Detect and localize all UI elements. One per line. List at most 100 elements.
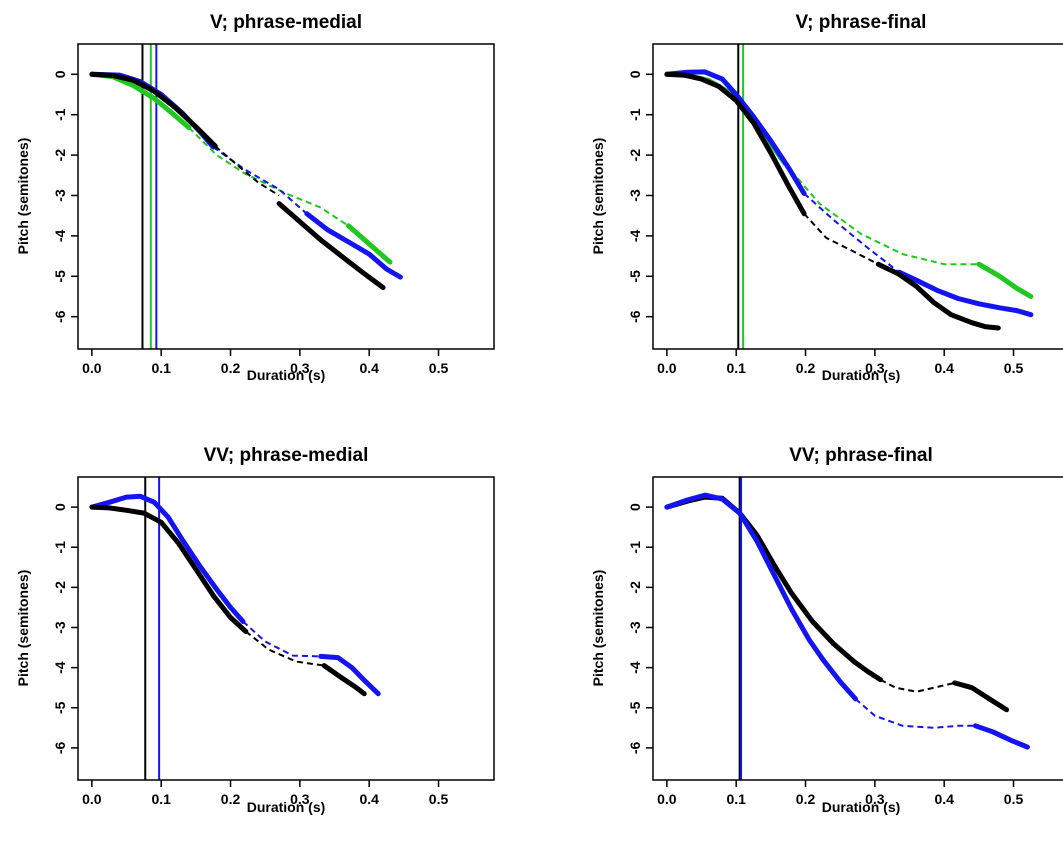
y-tick-label: -4 (52, 661, 68, 674)
plot-frame (77, 476, 495, 781)
x-tick-label: 0.3 (290, 791, 310, 807)
x-tick-label: 0.1 (151, 791, 171, 807)
y-axis-label: Pitch (semitones) (15, 138, 31, 255)
y-axis-label: Pitch (semitones) (590, 570, 606, 687)
x-tick-label: 0.3 (865, 791, 885, 807)
black-solid-segment (875, 261, 1001, 331)
black-solid-segment (276, 201, 386, 291)
x-tick-label: 0.5 (429, 791, 449, 807)
y-tick-label: 0 (627, 503, 643, 511)
panel-vv-phrase-medial: VV; phrase-medial Duration (s) Pitch (se… (15, 445, 495, 815)
x-axis-label: Duration (s) (822, 367, 901, 383)
y-tick-label: 0 (52, 503, 68, 511)
y-tick-label: -3 (627, 621, 643, 634)
panel-vv-phrase-final: VV; phrase-final Duration (s) Pitch (sem… (590, 445, 1063, 815)
black-solid-segment (664, 494, 883, 683)
y-tick-label: -3 (52, 621, 68, 634)
x-tick-label: 0.1 (151, 360, 171, 376)
x-tick-label: 0.3 (290, 360, 310, 376)
blue-solid-segment (89, 71, 216, 150)
y-tick-label: -5 (52, 270, 68, 283)
y-tick-label: 0 (627, 70, 643, 78)
y-axis-label: Pitch (semitones) (590, 138, 606, 255)
black-solid-segment (89, 71, 218, 149)
x-tick-label: 0.4 (934, 791, 954, 807)
black-dashed-segment (803, 213, 879, 266)
y-tick-label: 0 (52, 70, 68, 78)
blue-dashed-segment (803, 192, 900, 273)
x-tick-label: 0.2 (796, 360, 816, 376)
x-axis-label: Duration (s) (247, 367, 326, 383)
blue-dashed-segment (854, 698, 976, 729)
blue-solid-segment (972, 723, 1030, 750)
panel-title: VV; phrase-medial (204, 445, 369, 466)
panel-v-phrase-medial: V; phrase-medial Duration (s) Pitch (sem… (15, 12, 495, 383)
y-axis-label: Pitch (semitones) (15, 570, 31, 687)
black-solid-segment (664, 71, 807, 217)
green-solid-segment (976, 261, 1034, 299)
y-tick-label: -1 (627, 541, 643, 554)
x-tick-label: 0.5 (429, 360, 449, 376)
y-tick-label: -6 (52, 741, 68, 754)
plot-area (664, 44, 1034, 349)
blue-solid-segment (89, 493, 246, 624)
panel-title: VV; phrase-final (789, 445, 933, 466)
x-tick-label: 0.4 (359, 791, 379, 807)
x-tick-label: 0.1 (726, 360, 746, 376)
x-tick-label: 0.2 (221, 791, 241, 807)
x-axis-label: Duration (s) (247, 799, 326, 815)
blue-solid-segment (304, 211, 403, 280)
blue-solid-segment (318, 653, 381, 697)
blue-dashed-segment (212, 146, 308, 215)
panel-title: V; phrase-final (796, 12, 927, 33)
plot-frame (652, 476, 1063, 781)
x-tick-label: 0.0 (82, 791, 102, 807)
blue-solid-segment (664, 492, 858, 702)
y-tick-label: -5 (52, 701, 68, 714)
panel-title: V; phrase-medial (210, 12, 362, 33)
y-tick-label: -6 (627, 741, 643, 754)
x-tick-label: 0.0 (657, 791, 677, 807)
x-tick-label: 0.1 (726, 791, 746, 807)
black-dashed-segment (245, 630, 325, 667)
y-tick-label: -3 (52, 189, 68, 202)
black-solid-segment (89, 504, 249, 634)
blue-dashed-segment (242, 620, 321, 658)
y-tick-label: -2 (52, 149, 68, 162)
green-solid-segment (345, 223, 393, 265)
y-tick-label: -2 (627, 149, 643, 162)
green-dashed-segment (188, 126, 349, 227)
x-tick-label: 0.5 (1004, 360, 1024, 376)
blue-solid-segment (664, 69, 807, 196)
y-tick-label: -4 (52, 229, 68, 242)
x-tick-label: 0.0 (82, 360, 102, 376)
black-dashed-segment (214, 145, 280, 197)
y-tick-label: -1 (52, 541, 68, 554)
x-tick-label: 0.4 (359, 360, 379, 376)
x-axis-label: Duration (s) (822, 799, 901, 815)
plot-area (89, 44, 403, 349)
green-dashed-segment (783, 162, 979, 266)
y-tick-label: -1 (627, 108, 643, 121)
x-tick-label: 0.0 (657, 360, 677, 376)
plot-frame (77, 43, 495, 350)
black-solid-segment (952, 680, 1010, 713)
y-tick-label: -4 (627, 229, 643, 242)
panel-v-phrase-final: V; phrase-final Duration (s) Pitch (semi… (590, 12, 1063, 383)
x-tick-label: 0.2 (221, 360, 241, 376)
x-tick-label: 0.2 (796, 791, 816, 807)
y-tick-label: -2 (52, 581, 68, 594)
x-tick-label: 0.4 (934, 360, 954, 376)
y-tick-label: -5 (627, 701, 643, 714)
y-tick-label: -6 (627, 310, 643, 323)
black-solid-segment (321, 663, 367, 697)
black-dashed-segment (879, 678, 955, 693)
blue-solid-segment (896, 269, 1034, 318)
x-tick-label: 0.3 (865, 360, 885, 376)
y-tick-label: -2 (627, 581, 643, 594)
plot-frame (652, 43, 1063, 350)
x-tick-label: 0.5 (1004, 791, 1024, 807)
plot-area (664, 477, 1030, 780)
y-tick-label: -4 (627, 661, 643, 674)
